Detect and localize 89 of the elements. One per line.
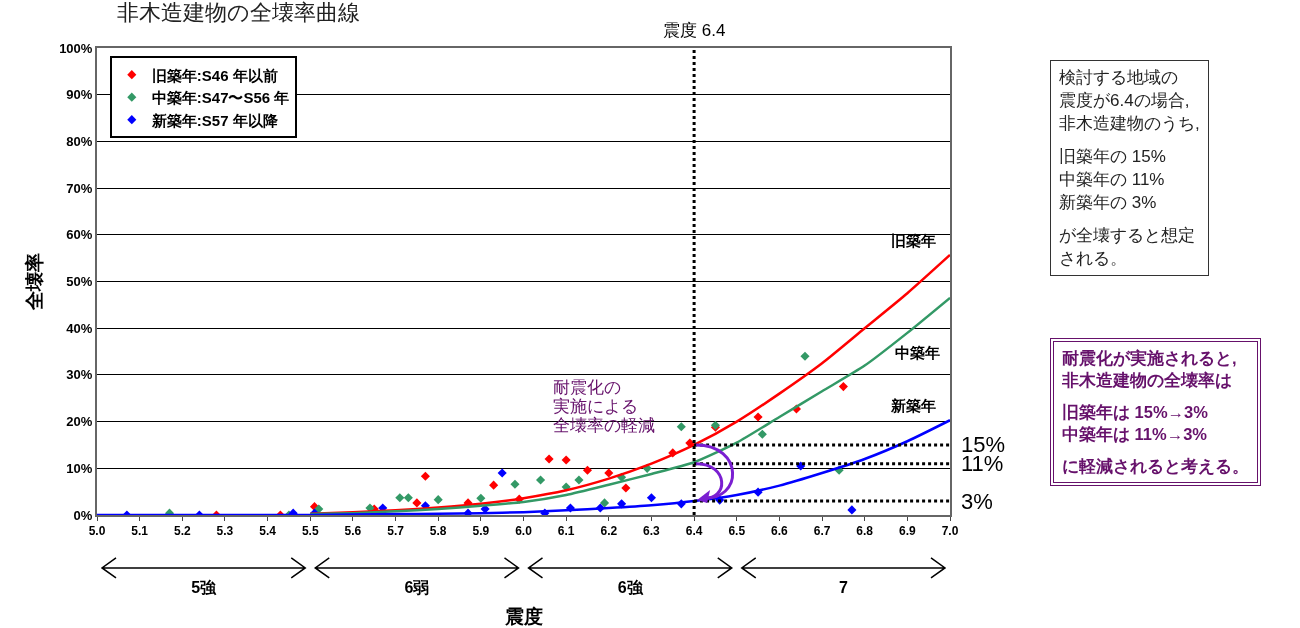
x-tick-label: 5.8 <box>429 524 447 539</box>
annotation: 実施による <box>553 397 639 416</box>
chart-title: 非木造建物の全壊率曲線 <box>117 0 360 26</box>
x-tick-label: 6.3 <box>643 524 661 539</box>
x-tick-label: 6.4 <box>685 524 703 539</box>
x-tick-label: 5.5 <box>301 524 319 539</box>
point <box>582 465 593 475</box>
series-label: 新築年 <box>890 397 936 414</box>
point <box>617 499 627 509</box>
text: 非木造建物の全壊率は <box>1062 370 1233 391</box>
point <box>599 498 610 508</box>
ref-line-label: 3% <box>961 489 993 514</box>
point <box>753 412 763 422</box>
x-tick-label: 5.9 <box>472 524 490 539</box>
text: 中築年の 11% <box>1059 169 1166 191</box>
y-tick-label: 50% <box>66 274 93 290</box>
text: 震度が6.4の場合, <box>1059 90 1191 112</box>
x-tick-label: 6.0 <box>515 524 533 539</box>
legend-label: 新築年:S57 年以降 <box>150 111 279 129</box>
x-tick-label: 5.4 <box>259 524 277 539</box>
text: 耐震化が実施されると, <box>1062 348 1238 369</box>
x-tick-label: 5.1 <box>131 524 149 539</box>
x-tick-label: 6.1 <box>557 524 575 539</box>
x-tick-label: 5.0 <box>88 524 106 539</box>
x2-tick-label: 6弱 <box>404 578 430 596</box>
point <box>676 422 686 432</box>
point <box>604 468 614 478</box>
text: に軽減されると考える。 <box>1062 456 1249 477</box>
y-tick-label: 40% <box>66 320 93 336</box>
point <box>403 493 413 503</box>
point <box>476 493 486 503</box>
text: 非木造建物のうち, <box>1059 113 1200 135</box>
y-tick-label: 20% <box>66 414 93 430</box>
point <box>497 468 507 478</box>
x-tick-label: 6.6 <box>771 524 789 539</box>
point <box>433 495 443 505</box>
point <box>621 483 631 493</box>
x2-tick-label: 7 <box>838 578 848 596</box>
point <box>847 505 857 515</box>
text: 旧築年は 15%→3% <box>1062 402 1209 423</box>
x-tick-label: 5.3 <box>216 524 234 539</box>
y-tick-label: 30% <box>66 367 93 383</box>
x-tick-label: 6.9 <box>899 524 917 539</box>
point <box>510 479 520 489</box>
line-series <box>309 296 950 516</box>
x-tick-label: 6.8 <box>856 524 874 539</box>
x-tick-label: 6.2 <box>600 524 618 539</box>
text: 新築年の 3% <box>1059 192 1158 214</box>
point <box>536 475 546 485</box>
x-tick-label: 7.0 <box>941 524 959 539</box>
x-axis-title: 震度 <box>503 605 543 627</box>
x-tick-label: 6.5 <box>728 524 746 539</box>
point <box>412 498 422 508</box>
legend-label: 旧築年:S46 年以前 <box>151 66 278 84</box>
text: 検討する地域の <box>1059 67 1179 89</box>
x2-tick-label: 6強 <box>617 578 644 596</box>
text: 中築年は 11%→3% <box>1062 424 1209 445</box>
series-label: 中築年 <box>895 344 940 361</box>
line-series <box>97 418 950 516</box>
y-tick-label: 80% <box>66 133 93 149</box>
text: される。 <box>1059 248 1128 270</box>
y-tick-label: 0% <box>73 507 93 523</box>
x-tick-label: 5.2 <box>173 524 191 539</box>
x2-tick-label: 5強 <box>191 578 218 596</box>
point <box>544 454 554 464</box>
point <box>395 493 405 503</box>
y-axis-title: 全壊率 <box>24 253 46 312</box>
point <box>489 480 499 490</box>
text: が全壊すると想定 <box>1059 225 1196 247</box>
point <box>800 351 810 361</box>
point <box>838 382 848 392</box>
point <box>420 471 430 481</box>
x-tick-label: 5.6 <box>344 524 362 539</box>
point <box>757 429 767 439</box>
annotation: 全壊率の軽減 <box>553 416 655 435</box>
y-tick-label: 70% <box>66 180 93 196</box>
y-tick-label: 10% <box>66 460 93 476</box>
legend-label: 中築年:S47〜S56 年 <box>151 89 290 106</box>
y-tick-label: 100% <box>59 40 93 56</box>
text: 旧築年の 15% <box>1059 146 1167 168</box>
x-tick-label: 6.7 <box>813 524 831 539</box>
point <box>574 475 584 485</box>
x-tick-label: 5.7 <box>387 524 405 539</box>
ref-line-label: 震度 6.4 <box>663 21 726 40</box>
point <box>561 455 571 465</box>
y-tick-label: 60% <box>66 227 93 243</box>
y-tick-label: 90% <box>66 87 93 103</box>
point <box>646 493 656 503</box>
annotation: 耐震化の <box>553 378 622 397</box>
